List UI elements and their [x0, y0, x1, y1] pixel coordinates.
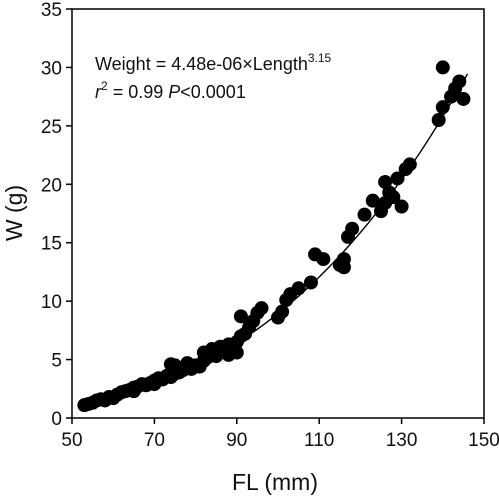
equation-annotation: Weight = 4.48e-06×Length3.15	[95, 51, 332, 74]
p-symbol: P	[168, 82, 180, 102]
data-point	[394, 199, 409, 214]
data-point	[291, 281, 306, 296]
equation-exponent: 3.15	[308, 51, 332, 65]
data-point	[456, 91, 471, 106]
x-tick-label: 50	[61, 430, 82, 451]
x-tick-label: 70	[144, 430, 165, 451]
y-tick-label: 30	[41, 58, 62, 79]
r2-symbol: r	[95, 82, 102, 102]
y-tick-label: 0	[51, 409, 62, 430]
y-tick-label: 25	[41, 117, 62, 138]
p-value: <0.0001	[180, 82, 246, 102]
r2-annotation: r2 = 0.99 P<0.0001	[95, 79, 246, 102]
data-point	[390, 171, 405, 186]
data-point	[275, 304, 290, 319]
x-axis-title: FL (mm)	[232, 469, 318, 495]
y-tick-label: 5	[51, 351, 62, 372]
data-point	[229, 345, 244, 360]
x-tick-label: 110	[304, 430, 334, 451]
x-tick-label: 130	[386, 430, 418, 451]
plot-frame	[71, 8, 485, 419]
r2-superscript: 2	[101, 79, 108, 93]
data-point	[336, 252, 351, 267]
y-tick-label: 15	[41, 234, 62, 255]
data-point	[345, 221, 360, 236]
y-tick-label: 10	[41, 292, 62, 313]
data-point	[357, 207, 372, 222]
y-tick-label: 20	[41, 175, 62, 196]
y-tick-label: 35	[41, 0, 62, 21]
x-tick-label: 150	[468, 430, 499, 451]
data-point	[452, 74, 467, 89]
data-point	[316, 252, 331, 267]
data-point	[435, 100, 450, 115]
data-point	[431, 113, 446, 128]
fit-curve	[80, 73, 469, 406]
data-point	[378, 174, 393, 189]
data-point	[402, 157, 417, 172]
data-point	[386, 190, 401, 205]
data-point	[303, 275, 318, 290]
data-point	[435, 60, 450, 75]
equation-text: Weight = 4.48e-06×Length	[95, 54, 308, 74]
data-point	[365, 193, 380, 208]
y-axis-title: W (g)	[1, 185, 27, 241]
r2-value: = 0.99	[108, 82, 169, 102]
x-tick-label: 90	[226, 430, 247, 451]
data-point	[233, 309, 248, 324]
data-point	[254, 301, 269, 316]
